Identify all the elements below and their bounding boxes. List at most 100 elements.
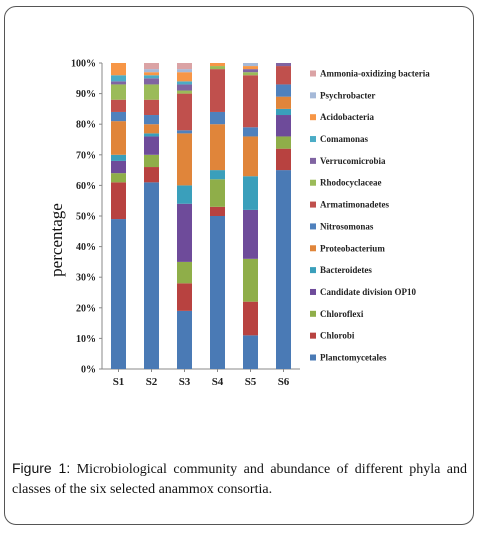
legend-label: Chloroflexi	[320, 309, 364, 319]
bar-segment	[210, 216, 225, 369]
y-tick-label: 100%	[71, 59, 96, 70]
bar-segment	[144, 69, 159, 73]
y-axis-ticks: 0% 10% 20% 30% 40% 50% 60% 70% 80% 90% 100%	[71, 59, 102, 376]
bar-segment	[276, 136, 291, 149]
legend-swatch	[310, 267, 316, 274]
bar-segment	[144, 115, 159, 125]
bar-segment	[276, 148, 291, 171]
x-category-label: S6	[278, 376, 290, 388]
y-tick-label: 60%	[76, 181, 96, 192]
bar-segment	[177, 90, 192, 94]
bar-segment	[243, 136, 258, 177]
bar-segment	[243, 72, 258, 76]
bar-segment	[144, 136, 159, 155]
legend-label: Candidate division OP10	[320, 287, 417, 297]
y-tick-label: 10%	[76, 334, 96, 345]
bar-segment	[144, 124, 159, 134]
bar-segment	[276, 115, 291, 137]
bar-segment	[243, 127, 258, 137]
legend-swatch	[310, 92, 316, 99]
bar-segment	[111, 81, 126, 85]
bar-segment	[210, 179, 225, 207]
stacked-bar-chart: 0% 10% 20% 30% 40% 50% 60% 70% 80% 90% 100% S1 S2 S3…	[47, 59, 430, 389]
bar-segment	[177, 63, 192, 70]
y-tick-label: 80%	[76, 120, 96, 131]
x-category-label: S5	[245, 376, 257, 388]
bar-segment	[144, 154, 159, 168]
x-category-label: S2	[146, 376, 158, 388]
legend-label: Comamonas	[320, 134, 368, 144]
bar-segment	[111, 160, 126, 174]
y-tick-label: 30%	[76, 273, 96, 284]
bar-segment	[210, 63, 225, 67]
bar-segment	[243, 66, 258, 70]
bar-segment	[177, 69, 192, 73]
legend-label: Psychrobacter	[320, 90, 375, 100]
bar-segment	[111, 84, 126, 100]
bar-segment	[144, 78, 159, 85]
legend-swatch	[310, 179, 316, 186]
legend-label: Armatimonadetes	[320, 200, 389, 210]
legend-swatch	[310, 114, 316, 121]
bar-segment	[111, 219, 126, 369]
bar-segment	[144, 133, 159, 137]
y-axis-label: percentage	[47, 203, 66, 277]
bar-segment	[276, 108, 291, 116]
bar-segment	[210, 66, 225, 70]
bar-segment	[243, 75, 258, 128]
legend-swatch	[310, 136, 316, 143]
plot-area	[101, 63, 300, 370]
x-axis-categories: S1 S2 S3 S4 S5 S6	[113, 369, 290, 388]
bar-segment	[177, 133, 192, 186]
bar-segment	[210, 206, 225, 216]
bar-segment	[243, 209, 258, 259]
bar-segment	[111, 182, 126, 220]
legend-swatch	[310, 70, 316, 77]
bar-segment	[111, 99, 126, 112]
bar-segment	[276, 170, 291, 369]
bar-segment	[210, 111, 225, 125]
y-tick-label: 0%	[81, 365, 96, 376]
bar-segment	[210, 124, 225, 171]
bar-segment	[111, 121, 126, 155]
bar-segment	[144, 75, 159, 79]
bar-segment	[111, 154, 126, 161]
legend: Ammonia-oxidizing bacteria Psychrobacter A…	[310, 69, 430, 363]
bar-segment	[144, 84, 159, 100]
y-tick-label: 90%	[76, 89, 96, 100]
bar-segment	[177, 185, 192, 204]
bar-segment	[276, 96, 291, 109]
bar-segment	[177, 84, 192, 91]
y-tick-label: 50%	[76, 212, 96, 223]
bar-segment	[210, 69, 225, 112]
legend-swatch	[310, 223, 316, 230]
bar-segment	[276, 66, 291, 85]
bar-segment	[177, 81, 192, 85]
bar-segment	[243, 69, 258, 73]
bar-segment	[243, 176, 258, 210]
bar-segment	[177, 310, 192, 369]
caption-label: Figure 1:	[12, 460, 71, 476]
legend-label: Verrucomicrobia	[320, 156, 386, 166]
bar-segment	[177, 72, 192, 82]
legend-swatch	[310, 288, 316, 295]
bar-segment	[210, 170, 225, 180]
legend-label: Planctomycetales	[320, 353, 387, 363]
caption-text: Microbiological community and abundance …	[12, 462, 468, 497]
legend-label: Nitrosomonas	[320, 221, 374, 231]
legend-label: Proteobacterium	[320, 243, 385, 253]
bar-segment	[177, 283, 192, 311]
figure-caption: Figure 1: Microbiological community and …	[12, 458, 467, 500]
bar-segment	[111, 173, 126, 183]
x-category-label: S3	[179, 376, 191, 388]
bar-segment	[177, 130, 192, 134]
bar-segment	[243, 335, 258, 369]
legend-swatch	[310, 201, 316, 208]
bar-segment	[144, 99, 159, 116]
figure-frame	[4, 6, 474, 525]
bars	[111, 63, 291, 369]
bar-segment	[177, 261, 192, 284]
legend-label: Rhodocyclaceae	[320, 178, 381, 188]
x-category-label: S1	[113, 376, 125, 388]
bar-segment	[276, 84, 291, 97]
